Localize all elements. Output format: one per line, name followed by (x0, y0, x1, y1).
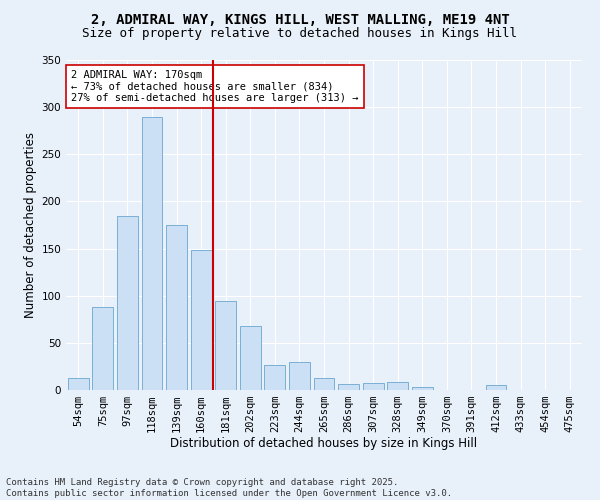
Bar (412, 387, 433, 390)
Bar (314, 378, 334, 390)
Bar (191, 250, 212, 390)
Text: Contains HM Land Registry data © Crown copyright and database right 2025.
Contai: Contains HM Land Registry data © Crown c… (6, 478, 452, 498)
Y-axis label: Number of detached properties: Number of detached properties (24, 132, 37, 318)
Bar (265, 366, 286, 390)
Text: 2, ADMIRAL WAY, KINGS HILL, WEST MALLING, ME19 4NT: 2, ADMIRAL WAY, KINGS HILL, WEST MALLING… (91, 12, 509, 26)
Bar (485, 386, 506, 390)
Bar (68, 378, 89, 390)
Bar (338, 384, 359, 390)
Bar (240, 326, 261, 390)
Bar (362, 384, 383, 390)
Text: Size of property relative to detached houses in Kings Hill: Size of property relative to detached ho… (83, 28, 517, 40)
Bar (215, 302, 236, 390)
Bar (92, 307, 113, 390)
Bar (289, 362, 310, 390)
Bar (142, 116, 163, 390)
Bar (387, 382, 408, 390)
Bar (117, 216, 138, 390)
X-axis label: Distribution of detached houses by size in Kings Hill: Distribution of detached houses by size … (170, 436, 478, 450)
Bar (166, 225, 187, 390)
Text: 2 ADMIRAL WAY: 170sqm
← 73% of detached houses are smaller (834)
27% of semi-det: 2 ADMIRAL WAY: 170sqm ← 73% of detached … (71, 70, 359, 103)
